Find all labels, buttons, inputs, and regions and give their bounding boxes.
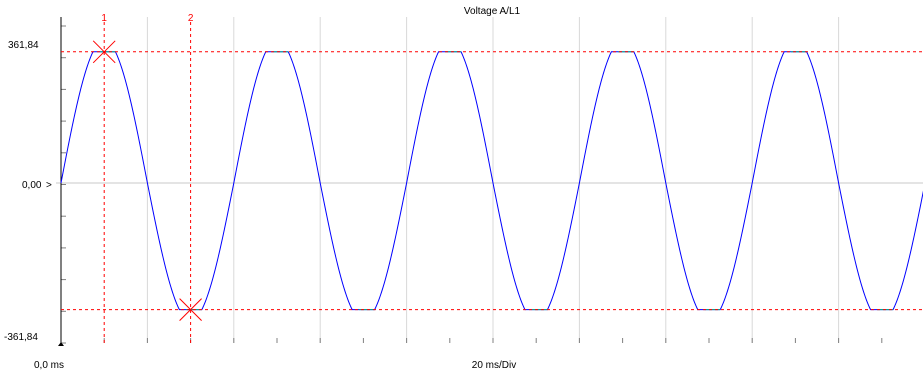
zero-marker: > (46, 180, 52, 191)
cursor-1-cross-icon (92, 40, 116, 64)
waveform-series-1 (60, 51, 923, 311)
cursor-2-cross-icon (179, 298, 202, 321)
y-tick-label-top: 361,84 (8, 40, 39, 51)
y-tick-label-zero: 0,00 (22, 180, 42, 191)
cursor-1-label: 1 (101, 13, 107, 24)
y-tick-label-bottom: -361,84 (4, 332, 38, 343)
x-origin-marker-icon (58, 342, 64, 346)
axis-layer: Voltage A/L1 361,84 0,00 > -361,84 0,0 m… (4, 6, 521, 371)
time-division-label: 20 ms/Div (472, 360, 516, 371)
x-start-label: 0,0 ms (34, 360, 64, 371)
chart-title: Voltage A/L1 (464, 6, 521, 17)
grid-layer (56, 17, 923, 344)
cursor-2-label: 2 (188, 13, 194, 24)
